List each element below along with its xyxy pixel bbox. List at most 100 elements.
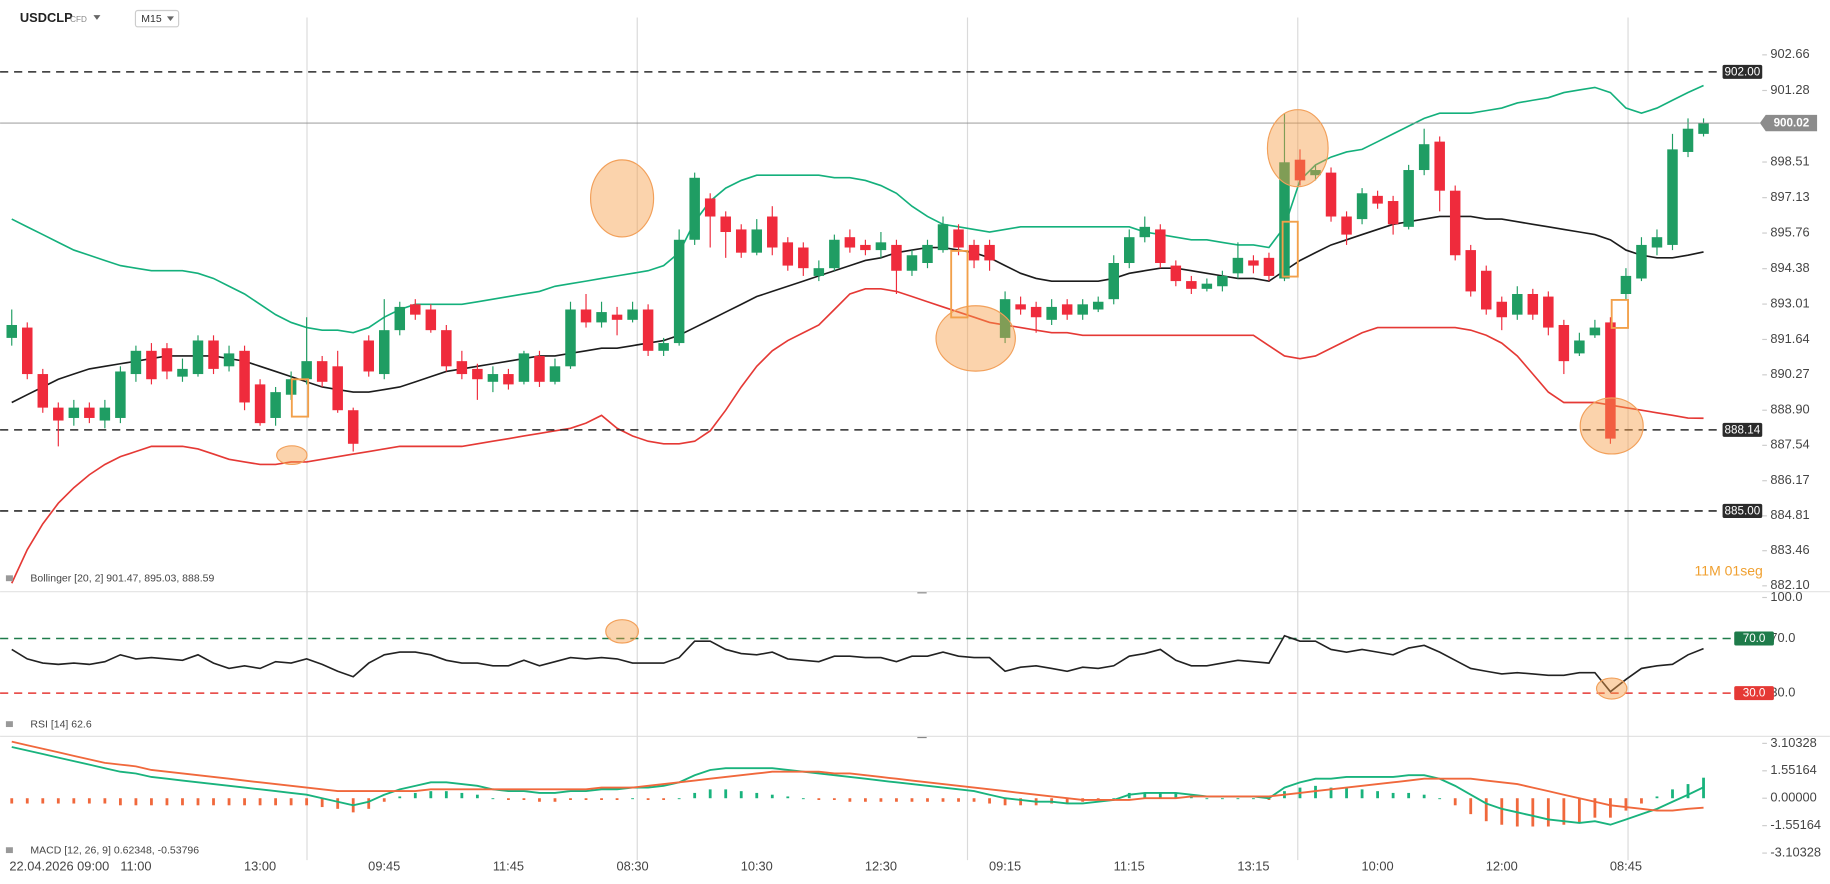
candle-body xyxy=(751,229,763,253)
macd-histogram-bar xyxy=(1438,798,1442,800)
candle-body xyxy=(1496,301,1508,318)
candle-body xyxy=(1574,340,1585,354)
macd-histogram-bar xyxy=(646,798,650,800)
y-tick-label: 886.17 xyxy=(1770,472,1809,487)
candle-body xyxy=(1310,170,1321,176)
candle-body xyxy=(534,355,545,382)
timeframe-dropdown xyxy=(166,16,174,22)
macd-histogram-bar xyxy=(1562,798,1566,825)
candle-body xyxy=(875,242,887,251)
level-label: 70.0 xyxy=(1743,632,1766,645)
macd-histogram-bar xyxy=(10,798,14,804)
macd-histogram-bar xyxy=(1065,798,1069,804)
macd-histogram-bar xyxy=(196,798,200,806)
macd-histogram-bar xyxy=(25,798,29,804)
macd-histogram-bar xyxy=(522,798,526,800)
candle-body xyxy=(596,312,607,323)
macd-histogram-bar xyxy=(274,798,278,806)
macd-histogram-bar xyxy=(1252,798,1255,800)
candle-body xyxy=(937,224,949,251)
candle-body xyxy=(115,371,126,418)
macd-histogram-bar xyxy=(507,798,510,800)
symbol-dropdown[interactable] xyxy=(93,15,101,20)
symbol: USDCLP xyxy=(20,10,73,25)
macd-histogram-bar xyxy=(615,798,619,800)
macd-histogram-bar xyxy=(475,794,479,799)
x-tick-label: 12:30 xyxy=(865,858,897,873)
macd-histogram-bar xyxy=(553,798,557,802)
candle-body xyxy=(968,244,980,261)
candle-body xyxy=(301,361,312,380)
macd-histogram-bar xyxy=(305,798,309,806)
y-tick-label: -1.55164 xyxy=(1770,817,1821,832)
last-price-label: 900.02 xyxy=(1774,117,1810,130)
candle-body xyxy=(1030,306,1042,318)
candle-body xyxy=(130,350,142,375)
macd-histogram-bar xyxy=(336,798,340,809)
candle-body xyxy=(1480,270,1492,310)
y-tick-label: 895.76 xyxy=(1770,224,1809,239)
x-tick-label: 09:15 xyxy=(989,858,1021,873)
y-tick-label: 1.55164 xyxy=(1770,762,1816,777)
x-tick-label: 12:00 xyxy=(1486,858,1518,873)
candle-body xyxy=(953,229,964,248)
macd-histogram-bar xyxy=(817,798,821,800)
macd-histogram-bar xyxy=(444,791,448,799)
level-label: 30.0 xyxy=(1743,687,1766,700)
macd-histogram-bar xyxy=(1220,798,1224,800)
candle-body xyxy=(1698,123,1709,134)
candle-body xyxy=(1543,296,1554,328)
candle-body xyxy=(1217,275,1228,287)
candle-body xyxy=(1061,304,1073,315)
macd-histogram-bar xyxy=(1484,798,1488,822)
candle-body xyxy=(1279,162,1290,279)
y-tick-label: -3.10328 xyxy=(1770,844,1821,859)
macd-histogram-bar xyxy=(1577,798,1581,823)
y-tick-label: 902.66 xyxy=(1770,46,1809,61)
candle-body xyxy=(829,239,840,269)
macd-histogram-bar xyxy=(1003,798,1007,806)
candle-body xyxy=(767,216,778,248)
y-tick-label: 882.10 xyxy=(1770,577,1809,592)
macd-histogram-bar xyxy=(103,798,107,804)
indicator-legend: Bollinger [20, 2] 901.47, 895.03, 888.59 xyxy=(30,573,214,585)
indicator-legend: MACD [12, 26, 9] 0.62348, -0.53796 xyxy=(30,845,199,857)
level-label-box xyxy=(1734,686,1774,701)
candle-body xyxy=(1139,226,1151,238)
macd-histogram-bar xyxy=(972,798,976,802)
timeframe-button[interactable] xyxy=(134,9,180,28)
y-tick-label: 884.81 xyxy=(1770,507,1809,522)
candle-body xyxy=(6,324,17,338)
bollinger-band xyxy=(11,215,1704,404)
macd-histogram-bar xyxy=(662,798,666,800)
annotation-boxes xyxy=(290,220,1629,418)
macd-histogram-bar xyxy=(289,798,293,806)
rsi-line xyxy=(11,634,1704,693)
x-tick-label: 11:00 xyxy=(120,858,151,873)
y-tick-label: 894.38 xyxy=(1770,260,1809,275)
macd-histogram-bar xyxy=(1345,787,1348,799)
y-tick-label: 901.28 xyxy=(1770,82,1809,97)
candle-body xyxy=(456,361,468,375)
candle-body xyxy=(1667,149,1678,245)
macd-histogram-bar xyxy=(181,798,184,806)
macd-histogram-bar xyxy=(134,798,138,806)
macd-histogram-bar xyxy=(1531,798,1535,827)
candle-body xyxy=(441,330,452,367)
macd-histogram-bar xyxy=(1453,798,1457,806)
macd-histogram-bar xyxy=(879,798,883,802)
candle-body xyxy=(844,237,856,248)
macd-histogram-bar xyxy=(1158,792,1162,799)
candle-body xyxy=(347,410,359,444)
macd-histogram-bar xyxy=(87,798,91,804)
candle-body xyxy=(906,255,918,271)
candle-body xyxy=(1015,304,1026,310)
candle-body xyxy=(472,368,483,380)
countdown: 11M 01seg xyxy=(1695,563,1763,579)
candle-body xyxy=(627,309,638,320)
macd-histogram-bar xyxy=(1391,792,1395,799)
macd-histogram-bar xyxy=(832,798,836,800)
macd-histogram-bar xyxy=(429,791,433,799)
macd-histogram-bar xyxy=(1593,798,1597,818)
macd-histogram-bar xyxy=(150,798,153,806)
